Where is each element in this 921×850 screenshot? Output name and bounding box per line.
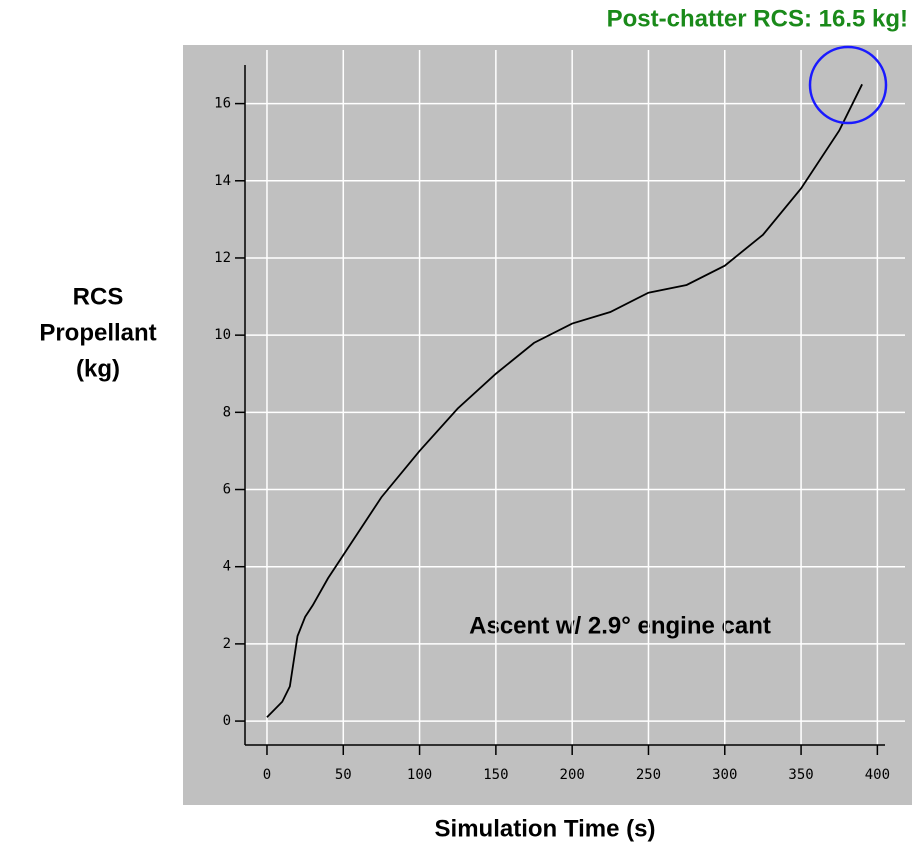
x-tick-label: 50 (335, 767, 352, 783)
y-axis-label: Propellant (39, 319, 156, 346)
data-line (266, 83, 863, 718)
annotation: Post-chatter RCS: 16.5 kg! (607, 5, 908, 32)
y-tick-label: 4 (223, 559, 231, 575)
y-tick-label: 0 (223, 713, 231, 729)
x-tick-label: 250 (636, 767, 661, 783)
x-tick-label: 200 (560, 767, 585, 783)
x-tick-label: 0 (263, 767, 271, 783)
y-tick-label: 12 (214, 250, 231, 266)
y-axis-label: RCS (73, 283, 124, 310)
y-tick-label: 6 (223, 482, 231, 498)
x-tick-label: 350 (788, 767, 813, 783)
x-tick-label: 150 (483, 767, 508, 783)
annotation: Ascent w/ 2.9° engine cant (469, 612, 771, 639)
y-tick-label: 14 (214, 173, 231, 189)
x-axis-label: Simulation Time (s) (435, 815, 656, 842)
plot: 0 2 4 6 8 10 12 14 16 0 50 100 150 200 250 300 350 400 (214, 50, 905, 783)
x-tick-label: 100 (407, 767, 432, 783)
x-tick-label: 300 (712, 767, 737, 783)
y-axis-label: (kg) (76, 355, 120, 382)
plot-background (183, 45, 912, 805)
y-tick-label: 16 (214, 96, 231, 112)
y-tick-label: 2 (223, 636, 231, 652)
highlight-circle (808, 45, 888, 125)
x-tick-label: 400 (865, 767, 890, 783)
y-tick-label: 10 (214, 327, 231, 343)
y-tick-label: 8 (223, 404, 231, 420)
